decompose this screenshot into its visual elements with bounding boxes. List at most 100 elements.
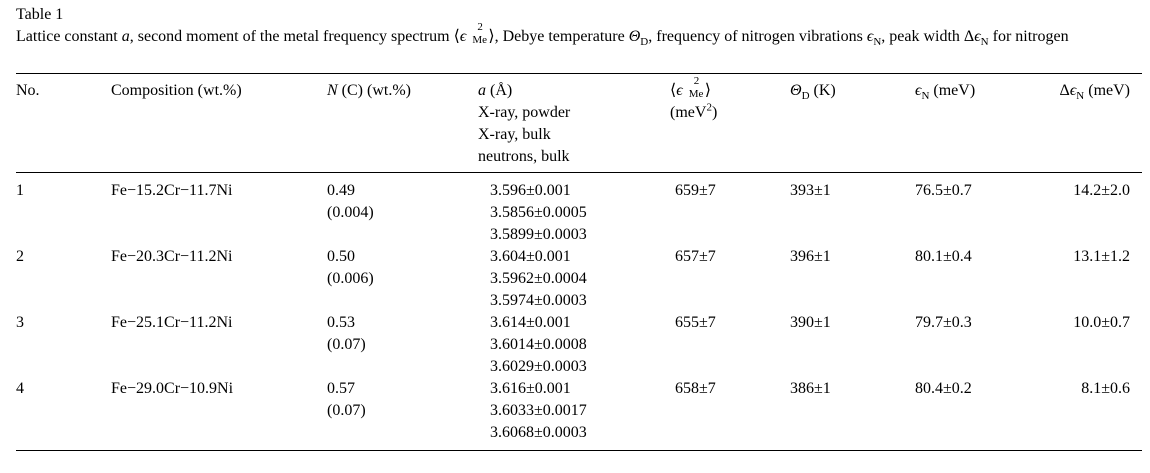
header-den-sub: N bbox=[1076, 90, 1085, 103]
caption-part: , peak width Δ bbox=[881, 28, 975, 45]
cell-peak-width: 13.1±1.2 bbox=[1073, 248, 1130, 265]
cell-composition: Fe−29.0Cr−10.9Ni bbox=[111, 380, 234, 397]
header-e2-unit-post: ) bbox=[711, 104, 718, 121]
header-lattice-sub: X-ray, powder bbox=[478, 104, 571, 121]
cell-nc-value: 0.49 bbox=[327, 182, 355, 199]
header-rule bbox=[16, 172, 1142, 173]
header-a-symbol: a bbox=[478, 82, 486, 99]
cell-second-moment: 657±7 bbox=[675, 248, 716, 265]
cell-nc-value: (0.006) bbox=[327, 270, 374, 287]
cell-a-value: 3.5974±0.0003 bbox=[490, 292, 587, 309]
cell-a-value: 3.5856±0.0005 bbox=[490, 204, 587, 221]
cell-nc-value: (0.07) bbox=[327, 336, 366, 353]
cell-a-value: 3.6014±0.0008 bbox=[490, 336, 587, 353]
header-den-symbol: ϵ bbox=[1069, 82, 1077, 99]
caption-part: ϵ bbox=[866, 28, 874, 45]
header-e2-close: ⟩ bbox=[704, 82, 711, 99]
header-a-unit: (Å) bbox=[486, 82, 513, 99]
header-second-moment: ⟨ϵ 2 Me ⟩ (meV2) bbox=[670, 75, 717, 124]
header-theta-sub: D bbox=[801, 90, 810, 103]
caption-part: Me bbox=[472, 34, 487, 46]
header-den-unit: (meV) bbox=[1084, 82, 1130, 99]
header-e2-sup: 2 bbox=[693, 75, 700, 87]
cell-a-value: 3.5962±0.0004 bbox=[490, 270, 587, 287]
cell-peak-width: 14.2±2.0 bbox=[1073, 182, 1130, 199]
cell-nc: 0.50 (0.006) bbox=[327, 246, 374, 290]
cell-a-value: 3.604±0.001 bbox=[490, 248, 571, 265]
cell-no: 2 bbox=[16, 248, 24, 265]
header-e2-open: ⟨ bbox=[670, 82, 677, 99]
cell-a-value: 3.6033±0.0017 bbox=[490, 402, 587, 419]
header-composition: Composition (wt.%) bbox=[111, 82, 242, 99]
header-e2-unit-pre: (meV bbox=[670, 104, 707, 121]
caption-part: D bbox=[640, 36, 649, 49]
caption-part: , second moment of the metal frequency s… bbox=[129, 28, 460, 45]
header-theta-symbol: Θ bbox=[790, 82, 802, 99]
cell-second-moment: 659±7 bbox=[675, 182, 716, 199]
cell-a-value: 3.614±0.001 bbox=[490, 314, 571, 331]
cell-nitrogen-freq: 79.7±0.3 bbox=[915, 314, 972, 331]
caption-part: ϵ bbox=[974, 28, 981, 45]
table-caption-label: Table 1 bbox=[16, 6, 64, 23]
cell-debye: 390±1 bbox=[790, 314, 831, 331]
cell-nitrogen-freq: 76.5±0.7 bbox=[915, 182, 972, 199]
cell-debye: 386±1 bbox=[790, 380, 831, 397]
caption-part: Θ bbox=[628, 28, 641, 45]
cell-a-value: 3.6068±0.0003 bbox=[490, 424, 587, 441]
header-e2-unit: (meV2) bbox=[670, 102, 717, 124]
cell-nc: 0.57 (0.07) bbox=[327, 378, 366, 422]
header-lattice: a (Å) X-ray, powder X-ray, bulk neutrons… bbox=[478, 80, 570, 168]
cell-a-value: 3.6029±0.0003 bbox=[490, 358, 587, 375]
cell-nc-value: (0.004) bbox=[327, 204, 374, 221]
cell-second-moment: 658±7 bbox=[675, 380, 716, 397]
bottom-rule bbox=[16, 450, 1142, 451]
header-lattice-sub: neutrons, bulk bbox=[478, 148, 570, 165]
caption-part: , frequency of nitrogen vibrations bbox=[648, 28, 867, 45]
header-e2-unit-sup: 2 bbox=[706, 101, 712, 114]
header-en-unit: (meV) bbox=[929, 82, 976, 99]
caption-part: a bbox=[121, 28, 130, 45]
cell-nitrogen-freq: 80.1±0.4 bbox=[915, 248, 972, 265]
cell-debye: 393±1 bbox=[790, 182, 831, 199]
caption-part: for nitrogen bbox=[988, 28, 1069, 45]
top-rule bbox=[16, 73, 1142, 74]
cell-nc-value: (0.07) bbox=[327, 402, 366, 419]
caption-part: ⟩, Debye temperature bbox=[488, 28, 629, 45]
caption-part: 2 bbox=[477, 21, 483, 33]
cell-nc: 0.49 (0.004) bbox=[327, 180, 374, 224]
cell-no: 1 bbox=[16, 182, 24, 199]
header-e2-sub: Me bbox=[688, 88, 704, 100]
cell-lattice: 3.596±0.001 3.5856±0.0005 3.5899±0.0003 bbox=[490, 180, 587, 246]
cell-nc-value: 0.53 bbox=[327, 314, 355, 331]
header-nc: N (C) (wt.%) bbox=[327, 80, 411, 102]
header-peak-width: ΔϵN (meV) bbox=[1060, 80, 1130, 102]
cell-a-value: 3.5899±0.0003 bbox=[490, 226, 587, 243]
cell-composition: Fe−20.3Cr−11.2Ni bbox=[111, 248, 233, 265]
caption-part: Lattice constant bbox=[16, 28, 122, 45]
cell-lattice: 3.616±0.001 3.6033±0.0017 3.6068±0.0003 bbox=[490, 378, 587, 444]
header-lattice-title: a (Å) bbox=[478, 80, 570, 102]
cell-a-value: 3.616±0.001 bbox=[490, 380, 571, 397]
header-theta-unit: (K) bbox=[809, 82, 836, 99]
cell-second-moment: 655±7 bbox=[675, 314, 716, 331]
cell-lattice: 3.604±0.001 3.5962±0.0004 3.5974±0.0003 bbox=[490, 246, 587, 312]
header-lattice-sub: X-ray, bulk bbox=[478, 126, 551, 143]
caption-stack: 2 Me bbox=[466, 21, 488, 46]
header-nc-text: (C) (wt.%) bbox=[337, 82, 411, 99]
header-no: No. bbox=[16, 82, 40, 99]
table-caption: Lattice constant a, second moment of the… bbox=[16, 21, 1138, 49]
header-debye: ΘD (K) bbox=[790, 80, 836, 102]
cell-nc: 0.53 (0.07) bbox=[327, 312, 366, 356]
cell-composition: Fe−25.1Cr−11.2Ni bbox=[111, 314, 233, 331]
cell-nc-value: 0.50 bbox=[327, 248, 355, 265]
header-nc-symbol: N bbox=[327, 82, 338, 99]
cell-peak-width: 10.0±0.7 bbox=[1073, 314, 1130, 331]
cell-no: 3 bbox=[16, 314, 24, 331]
caption-part: N bbox=[980, 36, 989, 49]
header-en-symbol: ϵ bbox=[915, 82, 922, 99]
cell-composition: Fe−15.2Cr−11.7Ni bbox=[111, 182, 233, 199]
cell-nitrogen-freq: 80.4±0.2 bbox=[915, 380, 972, 397]
cell-debye: 396±1 bbox=[790, 248, 831, 265]
caption-part: N bbox=[873, 36, 882, 49]
cell-peak-width: 8.1±0.6 bbox=[1081, 380, 1130, 397]
